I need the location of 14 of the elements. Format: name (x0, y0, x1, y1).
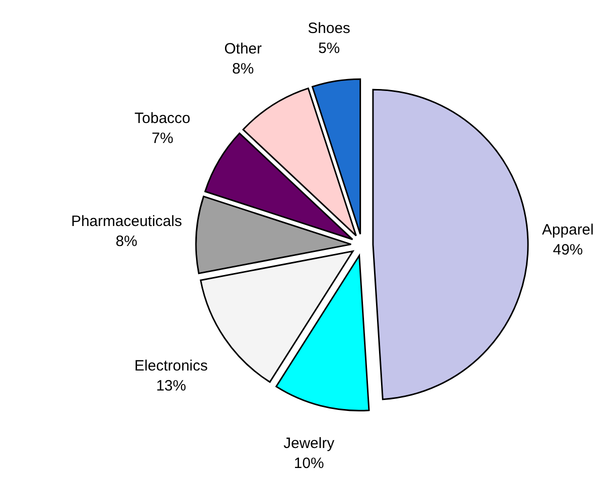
data-label: 13% (156, 378, 186, 395)
data-label: 8% (232, 60, 254, 78)
slice-label: Jewelry (283, 434, 335, 452)
data-label: 49% (552, 242, 583, 259)
slice-label: Tobacco (134, 110, 190, 127)
data-label: 10% (294, 454, 324, 472)
data-label: 5% (318, 40, 340, 57)
slice-label: Electronics (134, 358, 208, 375)
data-label: 8% (116, 233, 138, 250)
slice-label: Other (224, 40, 262, 58)
slice-label: Shoes (308, 20, 350, 37)
slice-label: Pharmaceuticals (71, 213, 182, 230)
data-label: 7% (152, 130, 174, 147)
slice-label: Apparel (542, 222, 594, 239)
